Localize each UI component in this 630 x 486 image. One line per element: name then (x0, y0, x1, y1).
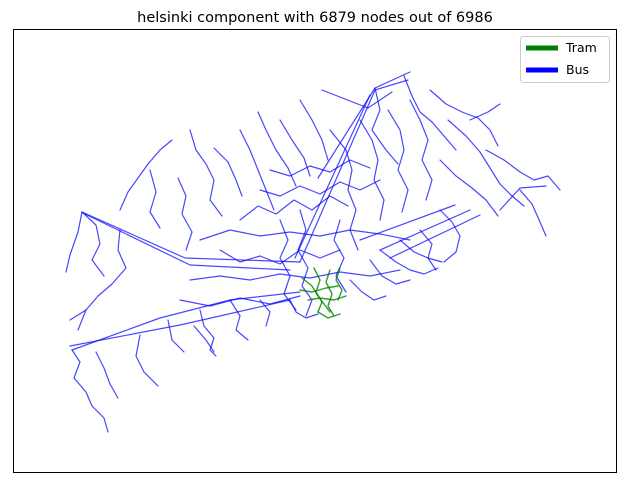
tram-network (299, 267, 347, 319)
legend-item-tram: Tram (526, 40, 597, 55)
figure-title: helsinki component with 6879 nodes out o… (137, 10, 493, 26)
plot-area (13, 29, 617, 473)
legend: Tram Bus (520, 36, 610, 83)
bus-label: Bus (566, 62, 589, 77)
bus-network (65, 71, 561, 433)
legend-item-bus: Bus (526, 62, 589, 77)
tram-label: Tram (565, 40, 597, 55)
